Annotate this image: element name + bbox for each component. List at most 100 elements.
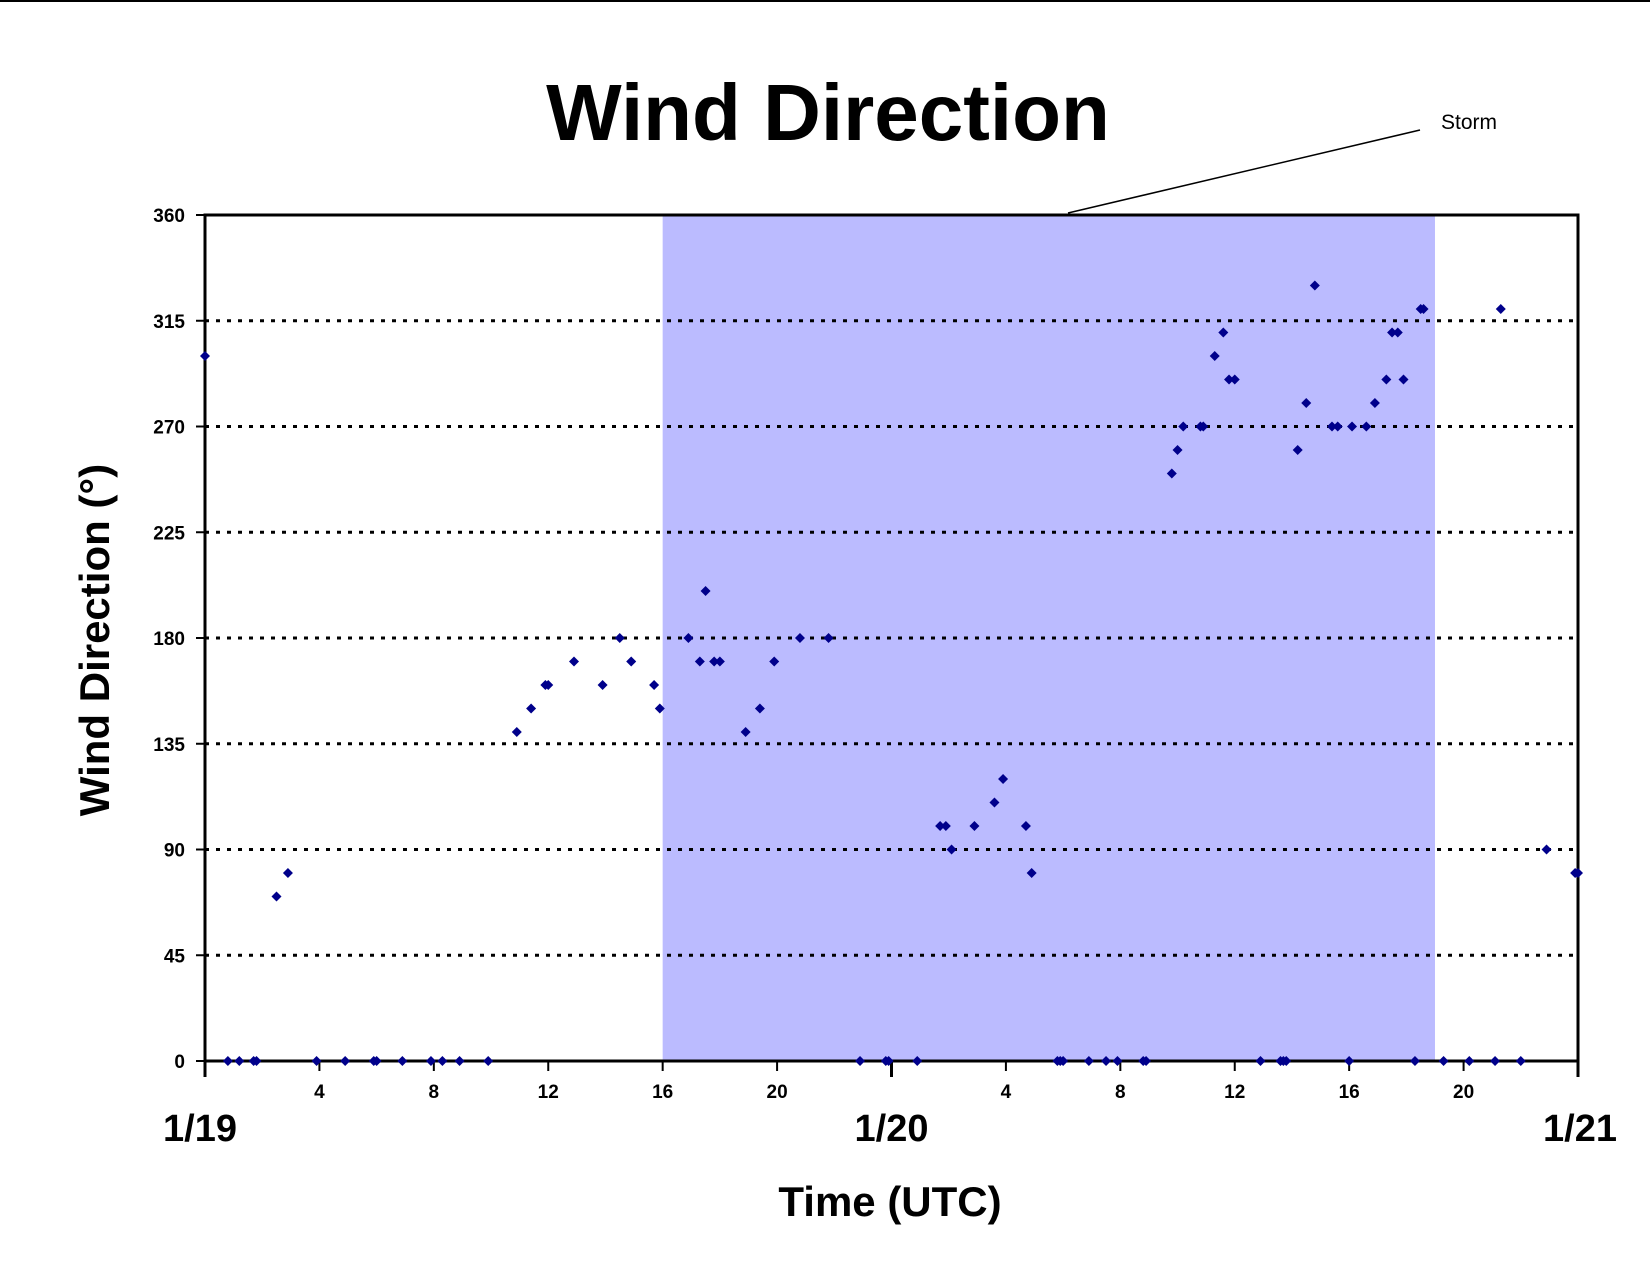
data-point-23 — [626, 656, 637, 667]
data-point-38 — [883, 1056, 894, 1066]
data-point-20 — [568, 656, 579, 667]
data-point-65 — [1255, 1056, 1266, 1066]
data-point-12 — [425, 1056, 436, 1066]
data-point-45 — [998, 774, 1009, 784]
data-point-63 — [1224, 374, 1235, 385]
data-point-26 — [683, 633, 694, 643]
data-point-73 — [1332, 421, 1343, 432]
data-point-70 — [1301, 398, 1312, 408]
data-point-51 — [1083, 1056, 1094, 1066]
y-tick-label-360: 360 — [153, 206, 185, 227]
data-point-84 — [1418, 304, 1429, 314]
data-point-74 — [1344, 1056, 1355, 1066]
x-tick-label-h8: 8 — [429, 1082, 440, 1103]
data-point-58 — [1178, 421, 1189, 432]
data-point-90 — [1541, 844, 1552, 855]
data-point-29 — [709, 656, 720, 667]
top-rule — [0, 0, 1650, 2]
data-point-25 — [654, 703, 665, 714]
x-tick-label-h12: 12 — [538, 1082, 559, 1103]
data-point-52 — [1101, 1056, 1112, 1066]
data-point-42 — [946, 844, 957, 855]
x-tick-label-h44: 20 — [1453, 1082, 1474, 1103]
data-point-89 — [1515, 1056, 1526, 1066]
data-point-15 — [483, 1056, 494, 1066]
y-tick-label-315: 315 — [153, 312, 185, 333]
data-point-10 — [371, 1056, 382, 1066]
data-point-53 — [1112, 1056, 1123, 1066]
y-tick-label-90: 90 — [164, 841, 185, 862]
data-point-19 — [543, 680, 554, 690]
data-point-32 — [754, 703, 765, 714]
date-label-0: 1/19 — [163, 1108, 237, 1150]
data-point-50 — [1058, 1056, 1069, 1066]
data-point-80 — [1392, 327, 1403, 338]
y-tick-label-45: 45 — [164, 946, 186, 967]
storm-leader-line — [1067, 129, 1421, 214]
data-point-92 — [1573, 868, 1583, 878]
data-point-57 — [1172, 445, 1183, 455]
data-point-69 — [1292, 445, 1303, 455]
x-tick-label-h28: 4 — [1001, 1082, 1012, 1103]
y-axis-label: Wind Direction (°) — [71, 464, 118, 816]
data-point-27 — [694, 656, 705, 667]
data-point-5 — [271, 891, 282, 902]
data-point-0 — [200, 351, 210, 361]
data-point-35 — [823, 633, 834, 643]
data-point-44 — [989, 797, 1000, 808]
y-tick-label-135: 135 — [153, 735, 185, 756]
data-point-30 — [714, 656, 725, 667]
data-point-75 — [1347, 421, 1358, 432]
data-point-60 — [1198, 421, 1209, 432]
data-point-68 — [1281, 1056, 1292, 1066]
data-point-21 — [597, 680, 608, 690]
data-point-47 — [1026, 868, 1037, 878]
x-tick-label-h20: 20 — [767, 1082, 788, 1103]
data-point-62 — [1218, 327, 1229, 338]
data-point-22 — [614, 633, 625, 643]
y-tick-label-180: 180 — [153, 629, 185, 650]
data-point-88 — [1495, 304, 1506, 314]
x-tick-label-h32: 8 — [1115, 1082, 1126, 1103]
data-point-16 — [511, 727, 522, 737]
data-point-28 — [700, 586, 711, 596]
data-point-6 — [282, 868, 293, 878]
data-point-40 — [935, 821, 946, 831]
data-point-85 — [1438, 1056, 1449, 1066]
x-tick-label-h16: 16 — [652, 1082, 673, 1103]
data-point-11 — [397, 1056, 408, 1066]
data-point-33 — [769, 656, 780, 667]
data-point-86 — [1464, 1056, 1475, 1066]
data-point-13 — [437, 1056, 448, 1066]
data-point-36 — [855, 1056, 866, 1066]
data-point-72 — [1327, 421, 1338, 432]
data-point-71 — [1309, 280, 1320, 291]
data-point-61 — [1209, 351, 1220, 361]
data-point-81 — [1398, 374, 1409, 385]
data-point-43 — [969, 821, 980, 831]
data-point-24 — [649, 680, 660, 690]
data-point-56 — [1166, 468, 1177, 479]
data-point-46 — [1020, 821, 1031, 831]
x-tick-label-h4: 4 — [314, 1082, 325, 1103]
data-point-1 — [222, 1056, 233, 1066]
date-label-1: 1/20 — [855, 1108, 929, 1150]
data-point-64 — [1229, 374, 1240, 385]
data-point-76 — [1361, 421, 1372, 432]
data-point-41 — [940, 821, 951, 831]
storm-label: Storm — [1441, 111, 1497, 134]
data-point-79 — [1387, 327, 1398, 338]
y-tick-label-225: 225 — [153, 523, 185, 544]
data-point-39 — [912, 1056, 923, 1066]
data-point-17 — [526, 703, 537, 714]
data-point-78 — [1381, 374, 1392, 385]
data-point-77 — [1369, 398, 1380, 408]
data-point-7 — [311, 1056, 322, 1066]
data-point-82 — [1409, 1056, 1420, 1066]
x-tick-label-h36: 12 — [1224, 1082, 1245, 1103]
data-point-14 — [454, 1056, 465, 1066]
y-tick-label-0: 0 — [174, 1052, 185, 1073]
data-point-4 — [251, 1056, 262, 1066]
x-axis-label: Time (UTC) — [778, 1178, 1001, 1225]
